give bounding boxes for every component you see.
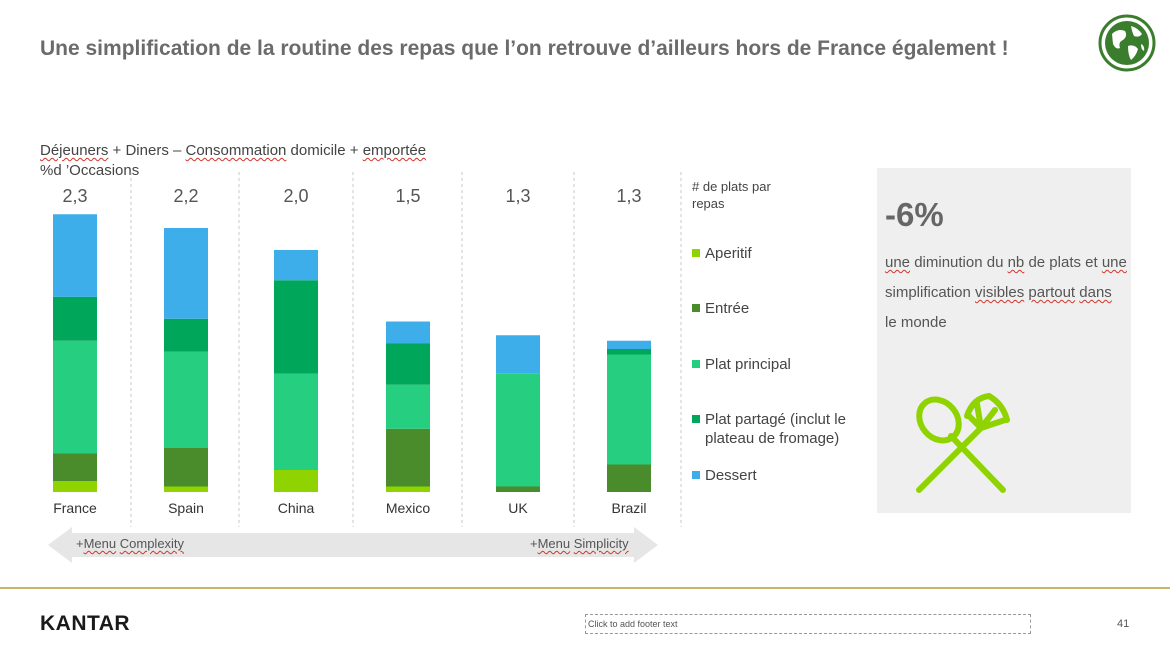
insight-text-part: diminution du [910,254,1008,271]
legend-label: Aperitif [705,245,752,262]
legend-swatch [692,415,700,423]
bar-segment-dessert [496,335,540,374]
arrow-word: Menu [537,536,571,551]
subtitle-part: + Diners – [108,142,186,159]
bar-segment-dessert [53,214,97,297]
category-label: China [278,500,315,516]
subtitle-part: Consommation [185,142,287,159]
legend-label: Entrée [705,300,750,317]
insight-panel: -6% une diminution du nb de plats et une… [877,168,1131,513]
insight-text-part: simplification [885,284,976,301]
slide-title: Une simplification de la routine des rep… [40,37,1009,60]
category-label: Spain [168,500,204,516]
category-label: Brazil [611,500,646,516]
bar-total-label: 1,3 [505,186,530,206]
legend-swatch [692,304,700,312]
category-label: France [53,500,97,516]
insight-text-part: une [885,254,911,271]
bar-segment-plat-partage [274,280,318,374]
bar-segment-plat-partage [164,318,208,352]
arrow-prefix: + [530,536,538,551]
insight-text-part: une [1101,254,1127,271]
arrow-label-simplicity: +Menu Simplicity [530,536,629,551]
bar-segment-plat-partage [607,349,651,355]
insight-text: une diminution du nb de plats et une sim… [885,248,1127,338]
subtitle-part: emportée [362,142,427,159]
bar-segment-plat-principal [53,340,97,454]
bar-total-label: 2,3 [62,186,87,206]
subtitle-part: domicile + [286,142,363,159]
insight-text-part: visibles [975,284,1025,301]
insight-percentage: -6% [885,196,944,233]
bar-segment-plat-principal [607,354,651,465]
legend-header: # de plats par repas [692,179,771,211]
bar-segment-plat-principal [164,351,208,448]
page-number: 41 [1117,618,1130,630]
complexity-arrow [48,527,658,563]
bar-segment-dessert [386,321,430,344]
chart-subtitle: Déjeuners + Diners – Consommation domici… [40,141,426,181]
bar-segment-aperitif [386,486,430,492]
category-label: Mexico [386,500,431,516]
bar-segment-entree [607,464,651,492]
insight-text-part: dans [1079,284,1112,301]
subtitle-part: Déjeuners [40,142,109,159]
bar-segment-dessert [607,340,651,349]
insight-text-part: nb [1007,254,1025,271]
arrow-prefix: + [76,536,84,551]
bar-segment-aperitif [274,470,318,492]
bar-total-label: 2,0 [283,186,308,206]
arrow-word: Menu [83,536,117,551]
bar-segment-plat-principal [274,373,318,470]
bar-segment-dessert [274,250,318,281]
stacked-bar-chart: 2,3 France 2,2 Spain 2,0 China 1,5 Mexico 1,3 UK 1… [53,172,682,527]
bar-segment-aperitif [164,486,208,492]
legend-label: Plat principal [705,356,791,373]
bar-segment-plat-principal [386,384,430,429]
subtitle-line-1: Déjeuners + Diners – Consommation domici… [40,141,426,161]
footer-divider [0,587,1170,589]
bar-total-label: 2,2 [173,186,198,206]
insight-text-part: partout [1028,284,1076,301]
bar-total-label: 1,5 [395,186,420,206]
arrow-word: Complexity [119,536,185,551]
bar-segment-dessert [164,228,208,319]
cutlery-icon [916,392,1010,493]
legend-swatch [692,360,700,368]
category-label: UK [508,500,528,516]
bar-segment-entree [496,486,540,492]
bar-segment-plat-partage [386,343,430,385]
arrow-label-complexity: +Menu Complexity [76,536,184,551]
legend-swatch [692,471,700,479]
kantar-logo: KANTAR [40,612,131,635]
bar-segment-entree [386,428,430,487]
bar-total-label: 1,3 [616,186,641,206]
globe-icon [1098,14,1156,72]
bar-segment-aperitif [53,481,97,492]
insight-text-part: de plats et [1024,254,1102,271]
bar-segment-plat-principal [496,373,540,487]
bar-segment-entree [53,453,97,481]
insight-text-part: le monde [885,314,947,331]
arrow-word: Simplicity [573,536,629,551]
bar-segment-plat-partage [53,296,97,341]
legend-swatch [692,249,700,257]
footer-text-placeholder[interactable]: Click to add footer text [585,614,1031,634]
subtitle-line-2: %d ’Occasions [40,162,140,179]
bar-segment-entree [164,448,208,487]
legend-label: Dessert [705,467,757,484]
legend-label: Plat partagé (inclut le plateau de froma… [705,411,846,447]
